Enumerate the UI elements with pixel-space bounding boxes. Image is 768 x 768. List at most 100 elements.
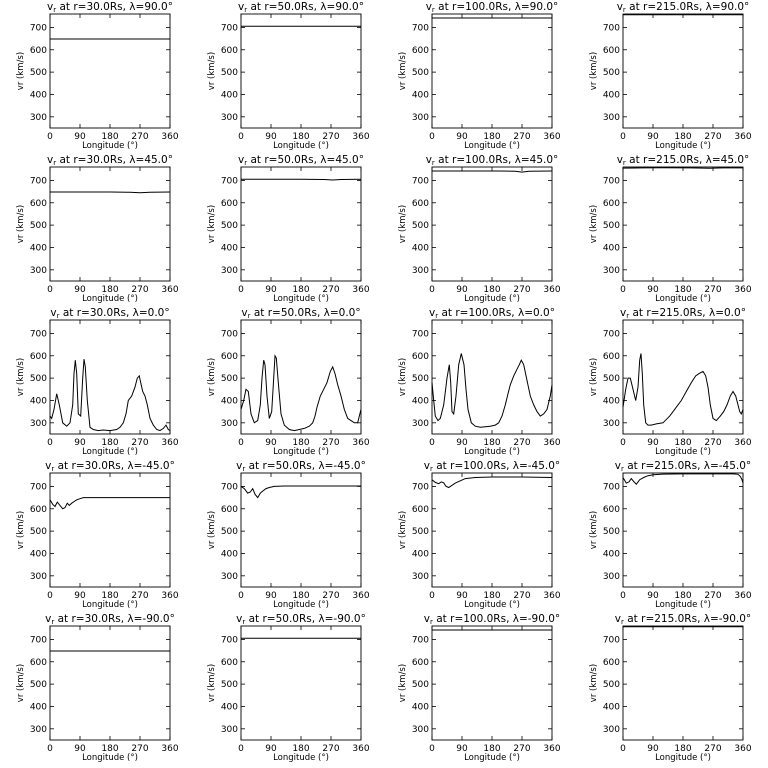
plot-frame: [431, 625, 553, 741]
x-tick-label: 180: [292, 744, 309, 754]
x-tick-label: 0: [238, 744, 244, 754]
y-tick-label: 400: [412, 702, 429, 712]
x-tick-label: 360: [352, 132, 369, 142]
y-tick-label: 300: [30, 572, 47, 582]
y-tick-label: 500: [412, 374, 429, 384]
series-line-r100.0-lat-45.0: [431, 476, 553, 489]
x-axis-label: Longitude (°): [655, 294, 711, 304]
y-tick-label: 300: [412, 266, 429, 276]
x-axis-label: Longitude (°): [464, 753, 520, 763]
x-tick-label: 90: [647, 744, 659, 754]
x-tick-label: 180: [101, 744, 118, 754]
series-line-r50.0-lat-45.0: [240, 485, 361, 499]
x-tick-label: 0: [620, 285, 626, 295]
y-axis-label: vr (km/s): [398, 511, 408, 549]
x-axis-label: Longitude (°): [273, 294, 329, 304]
panel-r215.0-lat45.0: vr at r=215.0Rs, λ=45.0° 0 90 180 270 360 300 4…: [589, 154, 752, 304]
panel-title: vr at r=100.0Rs, λ=-45.0°: [424, 460, 560, 473]
y-tick-label: 400: [221, 549, 238, 559]
y-tick-label: 700: [412, 176, 429, 186]
panel-title: vr at r=215.0Rs, λ=45.0°: [617, 154, 750, 167]
x-tick-label: 180: [674, 438, 691, 448]
x-axis-label: Longitude (°): [82, 294, 138, 304]
x-tick-label: 360: [543, 438, 560, 448]
x-tick-label: 0: [620, 744, 626, 754]
x-tick-label: 360: [543, 132, 560, 142]
y-tick-label: 600: [412, 352, 429, 362]
series-line-r30.0-lat0.0: [49, 359, 171, 432]
panel-r30.0-lat-45.0: vr at r=30.0Rs, λ=-45.0° 0 90 180 270 360 300 4…: [16, 460, 179, 610]
x-tick-label: 90: [647, 285, 659, 295]
y-tick-label: 500: [221, 680, 238, 690]
y-tick-label: 400: [412, 549, 429, 559]
x-axis-label: Longitude (°): [655, 600, 711, 610]
panel-r30.0-lat0.0: vr at r=30.0Rs, λ=0.0° 0 90 180 270 360 300 400…: [16, 307, 179, 457]
y-axis-label: vr (km/s): [16, 664, 26, 702]
plot-frame: [431, 166, 553, 282]
y-tick-label: 600: [221, 658, 238, 668]
y-tick-label: 300: [412, 419, 429, 429]
x-tick-label: 270: [704, 591, 721, 601]
plot-frame: [49, 319, 171, 435]
x-tick-label: 90: [456, 744, 468, 754]
panel-title: vr at r=50.0Rs, λ=0.0°: [241, 307, 360, 320]
panel-r50.0-lat45.0: vr at r=50.0Rs, λ=45.0° 0 90 180 270 360 300 40…: [207, 154, 370, 304]
y-axis-label: vr (km/s): [16, 52, 26, 90]
panel-r100.0-lat0.0: vr at r=100.0Rs, λ=0.0° 0 90 180 270 360 300 40…: [398, 307, 561, 457]
y-tick-label: 500: [412, 221, 429, 231]
y-axis-label: vr (km/s): [207, 205, 217, 243]
panel-title: vr at r=100.0Rs, λ=0.0°: [429, 307, 555, 320]
y-tick-label: 600: [412, 658, 429, 668]
plot-frame: [240, 625, 362, 741]
x-tick-label: 360: [161, 132, 178, 142]
series-line-r215.0-lat0.0: [622, 353, 744, 426]
x-tick-label: 90: [74, 132, 86, 142]
y-axis-label: vr (km/s): [207, 511, 217, 549]
y-tick-label: 700: [603, 23, 620, 33]
x-axis-label: Longitude (°): [82, 141, 138, 151]
y-tick-label: 300: [603, 419, 620, 429]
panel-title: vr at r=100.0Rs, λ=45.0°: [426, 154, 559, 167]
x-tick-label: 270: [513, 132, 530, 142]
y-tick-label: 300: [30, 725, 47, 735]
y-tick-label: 300: [30, 266, 47, 276]
panel-r30.0-lat90.0: vr at r=30.0Rs, λ=90.0° 0 90 180 270 360 300 40…: [16, 1, 179, 151]
x-tick-label: 0: [238, 591, 244, 601]
y-tick-label: 300: [30, 113, 47, 123]
y-tick-label: 500: [30, 527, 47, 537]
x-axis-label: Longitude (°): [655, 447, 711, 457]
y-tick-label: 700: [221, 176, 238, 186]
x-tick-label: 360: [734, 285, 751, 295]
x-tick-label: 360: [734, 591, 751, 601]
y-tick-label: 600: [603, 46, 620, 56]
y-tick-label: 600: [603, 352, 620, 362]
x-tick-label: 270: [131, 285, 148, 295]
x-tick-label: 90: [74, 744, 86, 754]
panel-title: vr at r=50.0Rs, λ=-90.0°: [236, 613, 366, 626]
x-tick-label: 0: [429, 591, 435, 601]
y-tick-label: 400: [603, 90, 620, 100]
plot-frame: [49, 472, 171, 588]
y-tick-label: 600: [30, 352, 47, 362]
y-axis-label: vr (km/s): [398, 358, 408, 396]
y-tick-label: 300: [412, 725, 429, 735]
y-tick-label: 500: [603, 527, 620, 537]
x-tick-label: 0: [429, 744, 435, 754]
x-tick-label: 360: [352, 285, 369, 295]
panel-title: vr at r=50.0Rs, λ=45.0°: [238, 154, 364, 167]
y-tick-label: 700: [603, 482, 620, 492]
x-tick-label: 360: [161, 591, 178, 601]
x-tick-label: 270: [131, 438, 148, 448]
plot-frame: [49, 166, 171, 282]
x-tick-label: 180: [674, 132, 691, 142]
x-tick-label: 360: [161, 438, 178, 448]
series-line-r50.0-lat0.0: [240, 354, 362, 432]
x-tick-label: 0: [429, 285, 435, 295]
y-tick-label: 400: [221, 90, 238, 100]
x-tick-label: 180: [292, 132, 309, 142]
panel-title: vr at r=30.0Rs, λ=-90.0°: [45, 613, 175, 626]
plot-frame: [622, 319, 744, 435]
y-tick-label: 600: [412, 46, 429, 56]
x-tick-label: 360: [352, 744, 369, 754]
x-tick-label: 180: [101, 132, 118, 142]
